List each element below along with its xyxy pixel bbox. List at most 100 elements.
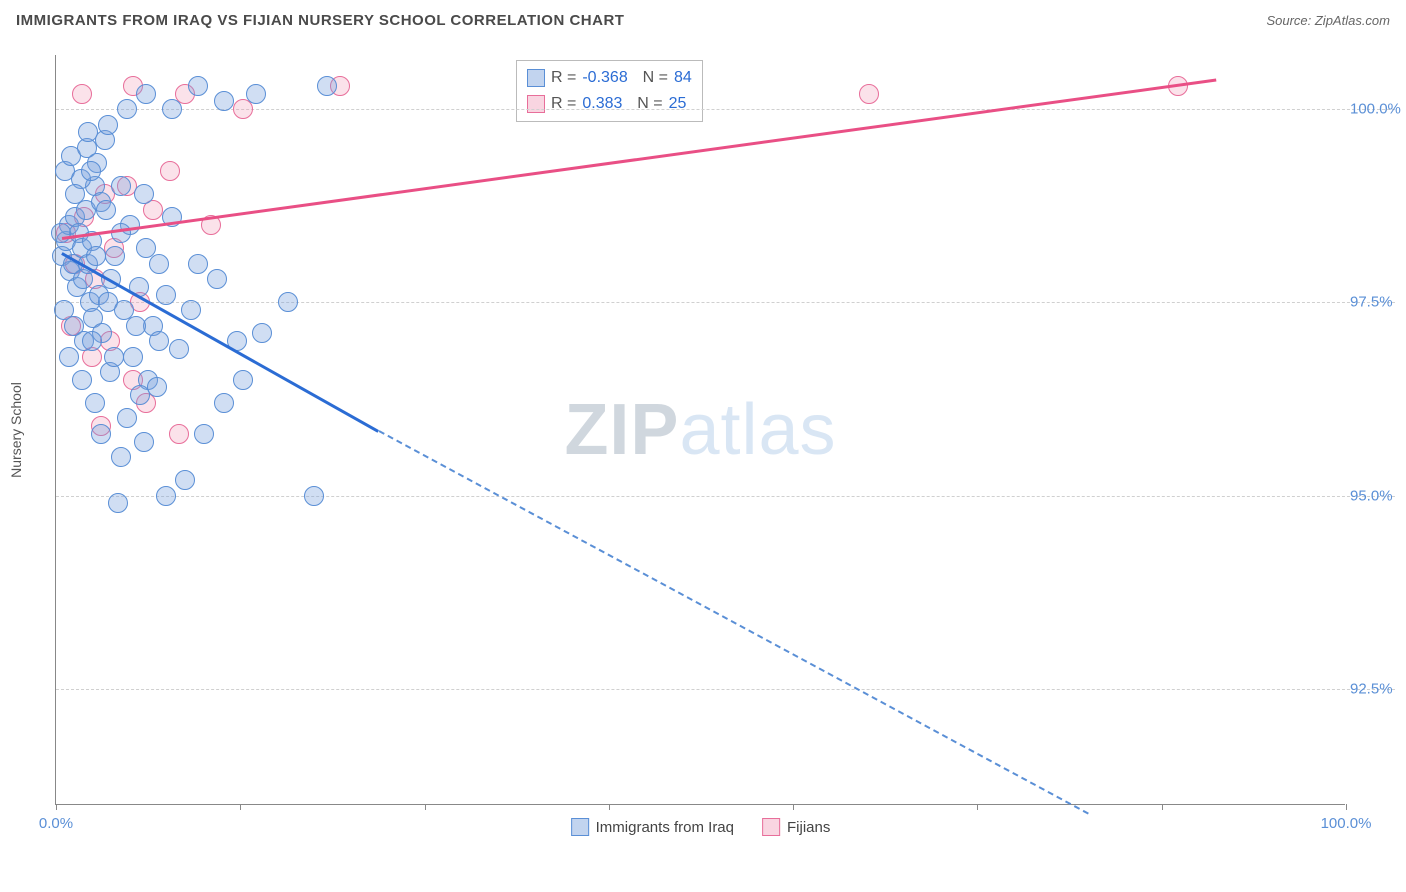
grid-line <box>56 496 1395 497</box>
x-tick <box>977 804 978 810</box>
y-tick-label: 92.5% <box>1350 681 1405 698</box>
r-label: R = <box>551 91 576 117</box>
data-point <box>859 84 879 104</box>
data-point <box>214 91 234 111</box>
data-point <box>181 300 201 320</box>
data-point <box>85 393 105 413</box>
data-point <box>104 347 124 367</box>
data-point <box>51 223 71 243</box>
chart-title: IMMIGRANTS FROM IRAQ VS FIJIAN NURSERY S… <box>16 12 624 29</box>
swatch-icon <box>527 69 545 87</box>
data-point <box>149 254 169 274</box>
data-point <box>162 99 182 119</box>
x-tick <box>1162 804 1163 810</box>
data-point <box>175 470 195 490</box>
y-axis-label: Nursery School <box>8 382 24 478</box>
data-point <box>134 432 154 452</box>
n-label: N = <box>628 91 662 117</box>
data-point <box>136 238 156 258</box>
y-tick-label: 95.0% <box>1350 487 1405 504</box>
source-name: ZipAtlas.com <box>1315 13 1390 28</box>
data-point <box>86 246 106 266</box>
data-point <box>72 370 92 390</box>
r-value-iraq: -0.368 <box>582 65 627 91</box>
data-point <box>278 292 298 312</box>
watermark-part1: ZIP <box>564 390 679 470</box>
x-tick <box>56 804 57 810</box>
n-label: N = <box>634 65 668 91</box>
data-point <box>246 84 266 104</box>
data-point <box>96 200 116 220</box>
chart-header: IMMIGRANTS FROM IRAQ VS FIJIAN NURSERY S… <box>0 0 1406 40</box>
swatch-icon <box>762 818 780 836</box>
legend: Immigrants from Iraq Fijians <box>571 818 831 836</box>
data-point <box>233 370 253 390</box>
y-tick-label: 100.0% <box>1350 101 1405 118</box>
data-point <box>126 316 146 336</box>
data-point <box>149 331 169 351</box>
watermark-part2: atlas <box>679 390 836 470</box>
x-tick <box>1346 804 1347 810</box>
data-point <box>108 493 128 513</box>
source-attribution: Source: ZipAtlas.com <box>1266 13 1390 28</box>
x-tick <box>609 804 610 810</box>
swatch-icon <box>571 818 589 836</box>
legend-label: Immigrants from Iraq <box>596 819 734 836</box>
data-point <box>111 223 131 243</box>
trend-line <box>378 430 1088 814</box>
watermark: ZIPatlas <box>564 389 836 471</box>
x-tick-label: 100.0% <box>1321 815 1372 832</box>
data-point <box>91 424 111 444</box>
data-point <box>188 254 208 274</box>
source-prefix: Source: <box>1266 13 1314 28</box>
data-point <box>156 486 176 506</box>
r-value-fijians: 0.383 <box>582 91 622 117</box>
legend-label: Fijians <box>787 819 830 836</box>
data-point <box>169 424 189 444</box>
grid-line <box>56 302 1395 303</box>
data-point <box>123 347 143 367</box>
n-value-iraq: 84 <box>674 65 692 91</box>
scatter-plot-area: ZIPatlas Nursery School R = -0.368 N = 8… <box>55 55 1345 805</box>
legend-item-iraq: Immigrants from Iraq <box>571 818 734 836</box>
data-point <box>105 246 125 266</box>
grid-line <box>56 689 1395 690</box>
data-point <box>111 176 131 196</box>
data-point <box>78 122 98 142</box>
x-tick <box>793 804 794 810</box>
data-point <box>82 331 102 351</box>
data-point <box>160 161 180 181</box>
data-point <box>304 486 324 506</box>
data-point <box>72 84 92 104</box>
data-point <box>252 323 272 343</box>
data-point <box>117 408 137 428</box>
data-point <box>317 76 337 96</box>
data-point <box>207 269 227 289</box>
data-point <box>81 161 101 181</box>
data-point <box>134 184 154 204</box>
x-tick-label: 0.0% <box>39 815 73 832</box>
x-tick <box>425 804 426 810</box>
data-point <box>214 393 234 413</box>
x-tick <box>240 804 241 810</box>
data-point <box>156 285 176 305</box>
grid-line <box>56 109 1395 110</box>
n-value-fijians: 25 <box>669 91 687 117</box>
data-point <box>98 115 118 135</box>
legend-item-fijians: Fijians <box>762 818 830 836</box>
data-point <box>169 339 189 359</box>
correlation-stats-box: R = -0.368 N = 84 R = 0.383 N = 25 <box>516 60 703 122</box>
data-point <box>136 84 156 104</box>
data-point <box>65 184 85 204</box>
y-tick-label: 97.5% <box>1350 294 1405 311</box>
swatch-icon <box>527 95 545 113</box>
data-point <box>194 424 214 444</box>
data-point <box>117 99 137 119</box>
data-point <box>111 447 131 467</box>
r-label: R = <box>551 65 576 91</box>
data-point <box>147 377 167 397</box>
data-point <box>59 347 79 367</box>
stats-row-iraq: R = -0.368 N = 84 <box>527 65 692 91</box>
data-point <box>188 76 208 96</box>
stats-row-fijians: R = 0.383 N = 25 <box>527 91 692 117</box>
